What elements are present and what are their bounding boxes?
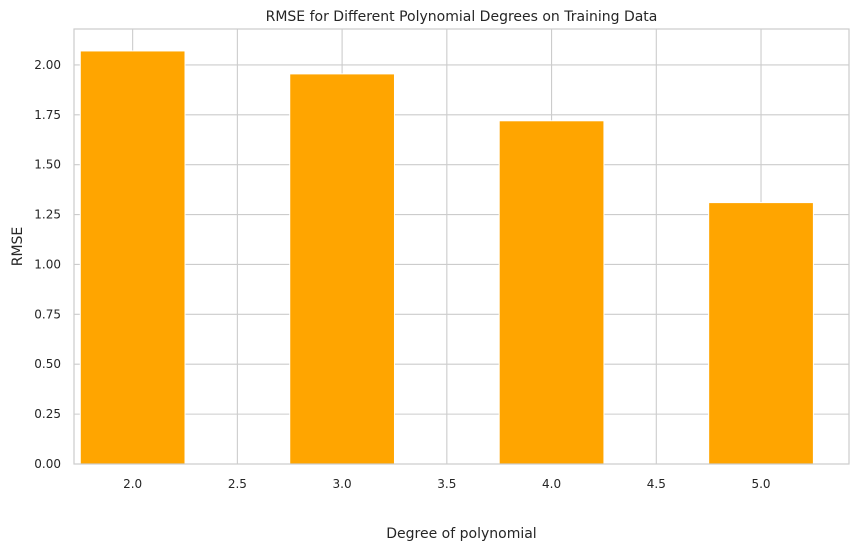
y-tick-label: 2.00 — [34, 58, 61, 72]
x-tick-label: 2.0 — [123, 477, 142, 491]
x-tick-label: 4.5 — [647, 477, 666, 491]
y-axis-label: RMSE — [10, 227, 26, 267]
y-tick-label: 1.25 — [34, 208, 61, 222]
bar — [79, 50, 186, 465]
y-tick-labels: 0.00 0.25 0.50 0.75 1.00 1.25 1.50 1.75 2.00 — [34, 58, 61, 471]
plot-frame — [73, 28, 850, 465]
x-tick-label: 4.0 — [542, 477, 561, 491]
bar — [708, 202, 814, 465]
x-tick-label: 3.5 — [437, 477, 456, 491]
y-tick-label: 0.50 — [34, 357, 61, 371]
x-tick-labels: 2.0 2.5 3.0 3.5 4.0 4.5 5.0 — [123, 477, 770, 491]
chart-title: RMSE for Different Polynomial Degrees on… — [266, 9, 658, 25]
x-tick-label: 5.0 — [751, 477, 770, 491]
bars-layer — [79, 50, 814, 465]
y-tick-label: 1.50 — [34, 158, 61, 172]
y-tick-label: 0.00 — [34, 457, 61, 471]
x-axis-label: Degree of polynomial — [386, 526, 536, 542]
x-tick-label: 2.5 — [228, 477, 247, 491]
bar — [498, 120, 605, 465]
bar — [289, 73, 395, 465]
y-tick-label: 0.25 — [34, 407, 61, 421]
y-tick-label: 1.00 — [34, 257, 61, 271]
y-tick-label: 0.75 — [34, 307, 61, 321]
x-tick-label: 3.0 — [333, 477, 352, 491]
y-tick-label: 1.75 — [34, 108, 61, 122]
